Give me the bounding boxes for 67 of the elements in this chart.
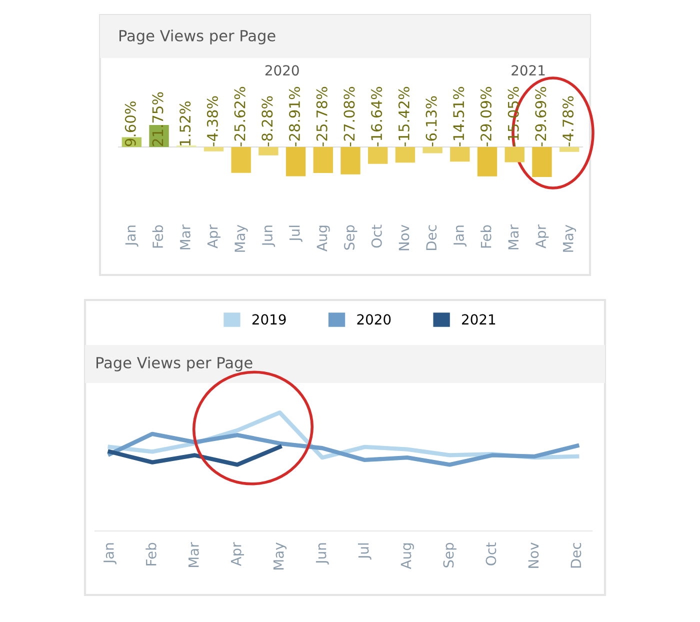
chart-title: Page Views per Page [120, 30, 276, 44]
x-tick-label: Aug [400, 543, 414, 570]
bar [258, 147, 278, 156]
x-tick-label: Dec [426, 225, 437, 250]
data-label: -25.78% [316, 86, 328, 146]
x-tick-label: Mar [180, 224, 190, 250]
data-label: -4.38% [206, 96, 218, 146]
x-tick-label: Jun [316, 543, 329, 565]
bar [422, 147, 442, 154]
bar [340, 147, 360, 174]
x-tick-label: Nov [398, 224, 410, 250]
x-tick-label: Apr [231, 542, 244, 566]
x-tick-label: Apr [207, 224, 220, 248]
bar [395, 147, 416, 163]
data-label: -16.64% [371, 86, 382, 146]
data-label: -15.42% [398, 86, 410, 146]
bar [204, 147, 224, 152]
data-label: -29.09% [480, 86, 492, 146]
bar [450, 147, 470, 162]
x-tick-label: Mar [188, 542, 199, 567]
x-tick-label: Feb [152, 225, 164, 248]
data-label: -14.51% [453, 86, 464, 146]
x-tick-label: Feb [480, 225, 492, 248]
bar [286, 147, 306, 176]
x-tick-label: Feb [146, 542, 156, 566]
data-label: 21.75% [152, 92, 164, 146]
data-label: 9.60% [124, 101, 136, 146]
data-label: -25.62% [234, 86, 246, 146]
text: 2021 [512, 65, 545, 76]
x-tick-label: Sep [344, 225, 358, 250]
x-tick-label: Jul [289, 226, 302, 242]
bar [477, 147, 498, 176]
bar [559, 147, 580, 152]
bar [532, 147, 552, 177]
x-tick-label: Jan [125, 226, 138, 247]
x-tick-label: Sep [443, 542, 456, 568]
x-tick-label: May [273, 542, 287, 570]
x-tick-label: Oct [486, 542, 496, 566]
x-tick-label: Jul [358, 543, 372, 560]
data-label: -28.91% [288, 86, 300, 146]
legend-label: 2019 [252, 314, 286, 325]
x-tick-label: Jan [454, 226, 467, 247]
bar [504, 147, 524, 162]
data-label: -27.08% [344, 86, 355, 146]
data-label: -29.69% [535, 86, 546, 146]
x-tick-label: Apr [536, 224, 549, 248]
legend-label: 2020 [357, 314, 391, 325]
bar [313, 147, 333, 174]
data-label: -8.28% [262, 96, 273, 146]
x-tick-label: Jan [104, 543, 116, 564]
chart-title: Page Views per Page [96, 356, 252, 372]
x-tick-label: Jun [262, 226, 276, 247]
data-label: -15.05% [508, 86, 519, 146]
x-tick-label: May [234, 224, 248, 252]
bar [368, 147, 388, 164]
x-tick-label: Mar [508, 224, 519, 250]
x-tick-label: Dec [570, 542, 582, 568]
text: 2020 [265, 65, 299, 76]
data-label: -6.13% [426, 96, 437, 146]
data-label: -4.78% [562, 96, 574, 146]
x-tick-label: Nov [528, 542, 539, 568]
legend-label: 2021 [462, 314, 496, 325]
x-tick-label: Oct [371, 224, 382, 248]
bar [231, 147, 251, 173]
x-tick-label: Aug [316, 226, 330, 252]
x-tick-label: May [563, 224, 576, 252]
data-label: 1.52% [180, 101, 191, 146]
